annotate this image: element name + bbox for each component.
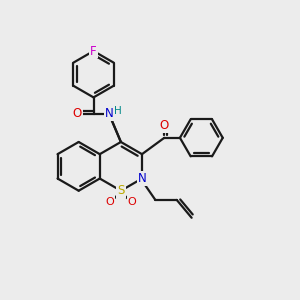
Text: O: O <box>73 107 82 120</box>
Text: S: S <box>117 184 124 197</box>
Text: O: O <box>128 197 136 207</box>
Text: F: F <box>90 44 97 58</box>
Text: N: N <box>105 107 113 120</box>
Text: O: O <box>105 197 114 207</box>
Text: H: H <box>114 106 122 116</box>
Text: N: N <box>138 172 146 185</box>
Text: O: O <box>160 119 169 132</box>
